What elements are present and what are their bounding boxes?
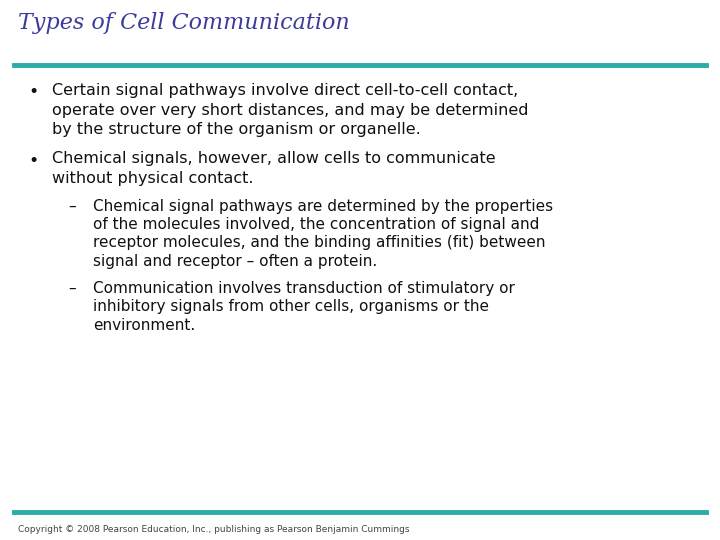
Text: –: – (68, 280, 76, 295)
Text: •: • (28, 83, 38, 101)
Text: –: – (68, 199, 76, 213)
Text: Types of Cell Communication: Types of Cell Communication (18, 12, 350, 34)
Text: •: • (28, 152, 38, 170)
Text: of the molecules involved, the concentration of signal and: of the molecules involved, the concentra… (93, 217, 539, 232)
Text: by the structure of the organism or organelle.: by the structure of the organism or orga… (52, 122, 420, 137)
Text: without physical contact.: without physical contact. (52, 171, 253, 186)
Text: signal and receptor – often a protein.: signal and receptor – often a protein. (93, 254, 377, 269)
Text: Chemical signals, however, allow cells to communicate: Chemical signals, however, allow cells t… (52, 152, 495, 166)
Text: Communication involves transduction of stimulatory or: Communication involves transduction of s… (93, 280, 515, 295)
Text: Copyright © 2008 Pearson Education, Inc., publishing as Pearson Benjamin Cumming: Copyright © 2008 Pearson Education, Inc.… (18, 525, 410, 534)
Text: Certain signal pathways involve direct cell-to-cell contact,: Certain signal pathways involve direct c… (52, 83, 518, 98)
Text: receptor molecules, and the binding affinities (fit) between: receptor molecules, and the binding affi… (93, 235, 546, 251)
Text: inhibitory signals from other cells, organisms or the: inhibitory signals from other cells, org… (93, 299, 489, 314)
Text: environment.: environment. (93, 318, 195, 333)
Text: operate over very short distances, and may be determined: operate over very short distances, and m… (52, 103, 528, 118)
Text: Chemical signal pathways are determined by the properties: Chemical signal pathways are determined … (93, 199, 553, 213)
